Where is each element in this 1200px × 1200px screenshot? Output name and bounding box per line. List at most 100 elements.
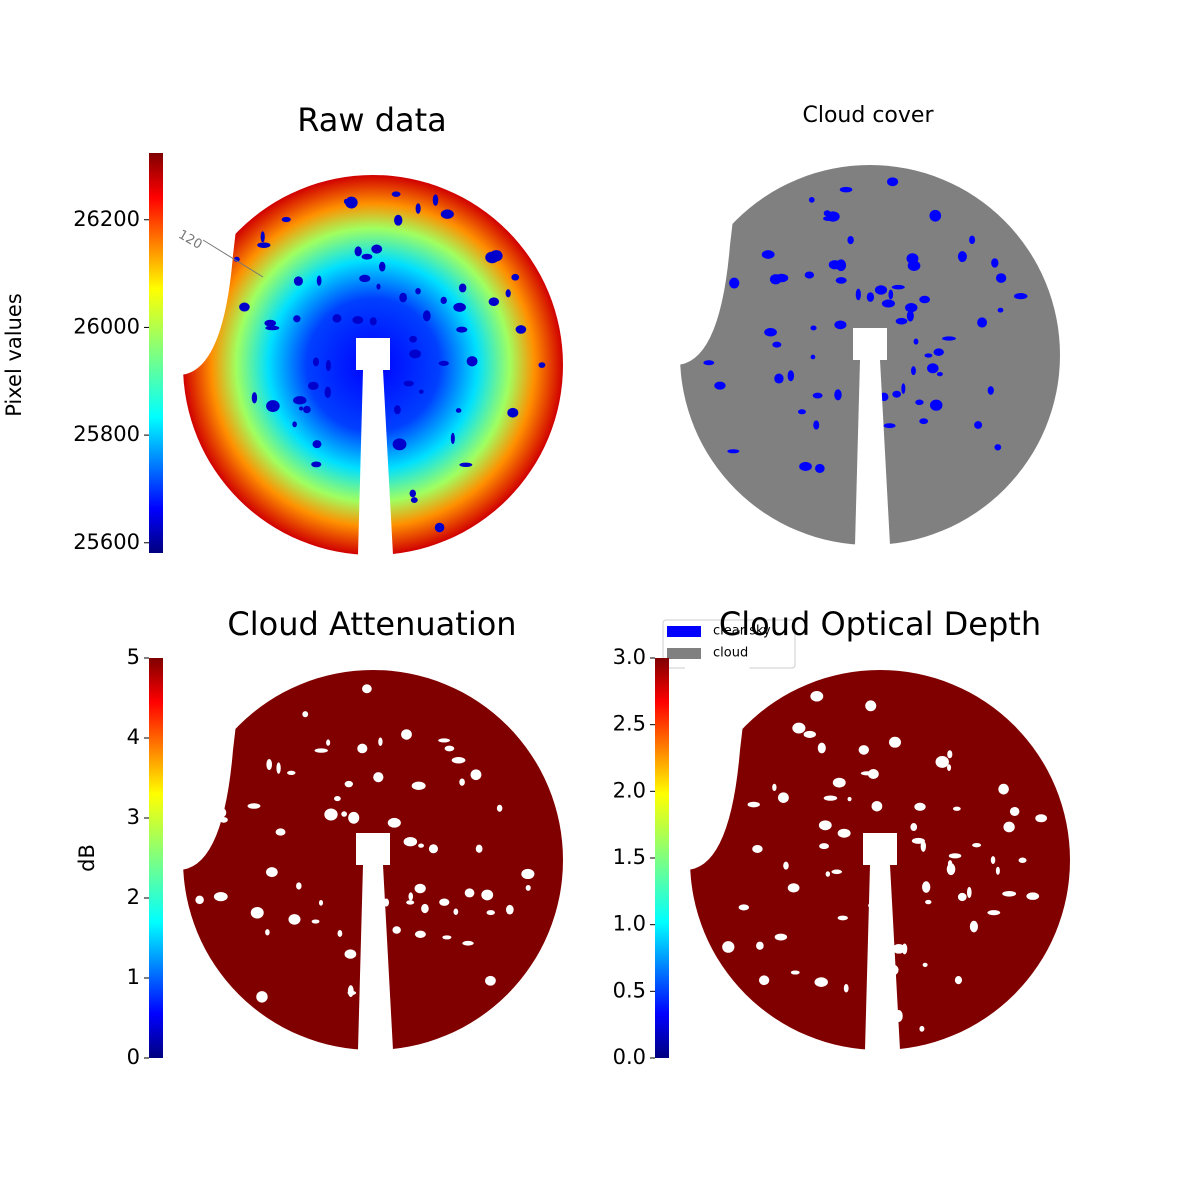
image-spot xyxy=(415,203,421,214)
image-spot xyxy=(312,440,322,449)
image-spot xyxy=(761,250,775,259)
image-spot xyxy=(924,353,933,358)
image-spot xyxy=(256,991,268,1003)
image-spot xyxy=(414,883,426,894)
image-spot xyxy=(281,216,291,223)
image-spot xyxy=(371,244,383,254)
image-spot xyxy=(392,438,407,451)
image-spot xyxy=(787,370,795,382)
image-spot xyxy=(892,390,902,398)
image-spot xyxy=(195,895,204,905)
image-spot xyxy=(790,970,800,975)
image-spot xyxy=(929,209,942,222)
image-spot xyxy=(919,418,929,425)
image-spot xyxy=(376,283,381,290)
image-spot xyxy=(855,288,861,301)
image-spot xyxy=(265,929,270,936)
image-spot xyxy=(459,778,465,786)
image-spot xyxy=(409,335,417,343)
colorbar-tick-label: 0.0 xyxy=(613,1045,646,1069)
image-spot xyxy=(250,906,264,919)
image-spot xyxy=(506,904,514,915)
image-spot xyxy=(296,882,302,890)
image-spot xyxy=(995,273,1007,283)
panel-title: Raw data xyxy=(297,101,447,139)
image-spot xyxy=(422,310,431,322)
image-spot xyxy=(797,409,806,415)
image-spot xyxy=(966,886,972,899)
image-spot xyxy=(1009,806,1020,816)
image-spot xyxy=(722,941,735,953)
image-spot xyxy=(409,349,421,359)
image-mask xyxy=(178,170,243,375)
image-spot xyxy=(334,796,341,802)
image-spot xyxy=(486,910,495,916)
image-mask xyxy=(675,160,740,365)
colorbar-tick-label: 26000 xyxy=(73,314,140,338)
image-spot xyxy=(834,320,847,330)
image-spot xyxy=(874,285,888,295)
image-spot xyxy=(408,892,414,901)
image-spot xyxy=(774,933,788,941)
image-mask xyxy=(356,833,390,865)
image-spot xyxy=(929,399,943,411)
image-spot xyxy=(799,461,812,472)
image-spot xyxy=(834,389,842,401)
image-spot xyxy=(455,408,462,413)
image-spot xyxy=(758,975,770,986)
image-spot xyxy=(299,406,304,411)
image-spot xyxy=(927,363,939,374)
image-spot xyxy=(257,242,271,248)
image-spot xyxy=(911,366,916,376)
azimuth-line xyxy=(202,239,264,278)
image-spot xyxy=(910,823,918,832)
image-spot xyxy=(314,748,328,753)
image-spot xyxy=(432,194,439,206)
image-spot xyxy=(919,1025,925,1032)
image-spot xyxy=(496,804,503,812)
image-spot xyxy=(972,843,982,848)
image-spot xyxy=(865,700,877,712)
image-spot xyxy=(264,319,277,327)
image-spot xyxy=(481,889,494,901)
image-spot xyxy=(819,843,829,850)
image-spot xyxy=(458,283,467,293)
image-spot xyxy=(525,884,531,891)
image-spot xyxy=(515,325,527,334)
image-spot xyxy=(772,341,782,348)
colorbar-label: Pixel values xyxy=(2,293,26,417)
image-spot xyxy=(450,432,455,445)
image-spot xyxy=(344,949,357,959)
image-spot xyxy=(756,941,764,950)
image-spot xyxy=(906,253,919,264)
image-spot xyxy=(752,844,763,853)
image-spot xyxy=(946,863,956,876)
image-spot xyxy=(887,177,899,187)
image-spot xyxy=(521,868,535,880)
image-spot xyxy=(727,449,740,454)
image-spot xyxy=(440,209,454,219)
colorbar-tick-label: 3 xyxy=(127,805,140,829)
image-spot xyxy=(247,803,261,809)
image-spot xyxy=(825,871,831,877)
panel-title: Cloud Attenuation xyxy=(227,605,516,643)
image-spot xyxy=(511,273,520,281)
image-spot xyxy=(357,743,368,754)
image-mask xyxy=(853,328,887,360)
image-spot xyxy=(292,421,297,428)
legend-swatch xyxy=(667,626,701,637)
colorbar-tick-label: 4 xyxy=(127,725,140,749)
image-spot xyxy=(808,197,815,203)
image-spot xyxy=(1026,892,1040,900)
image-spot xyxy=(311,461,322,468)
image-spot xyxy=(823,210,831,217)
colorbar-tick-label: 25800 xyxy=(73,422,140,446)
image-spot xyxy=(810,325,817,331)
colorbar xyxy=(149,153,163,553)
image-spot xyxy=(440,296,447,305)
image-spot xyxy=(933,348,944,356)
image-spot xyxy=(439,898,450,906)
image-spot xyxy=(906,310,914,322)
image-spot xyxy=(266,867,278,878)
image-spot xyxy=(239,302,250,312)
